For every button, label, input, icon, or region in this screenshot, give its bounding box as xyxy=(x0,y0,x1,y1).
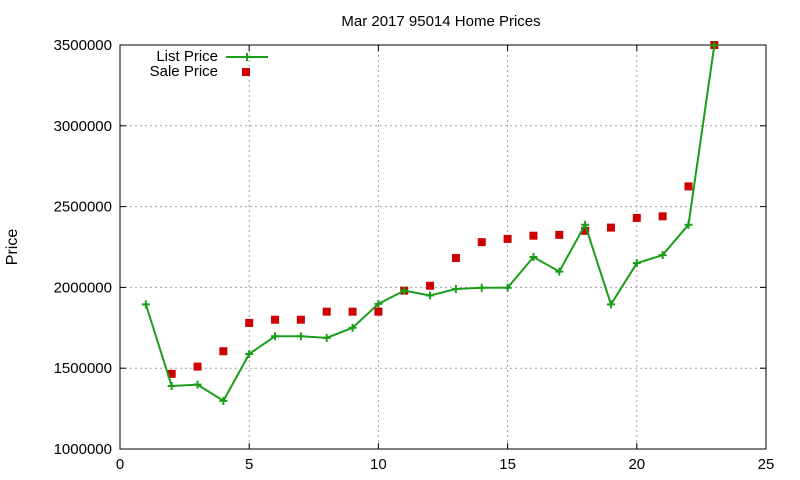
list-price-point xyxy=(400,286,409,295)
list-price-point xyxy=(529,253,538,262)
x-tick-label: 25 xyxy=(758,456,775,473)
legend-label-sale-price: Sale Price xyxy=(150,63,218,80)
grid xyxy=(120,45,766,449)
legend: List Price Sale Price xyxy=(150,48,268,80)
sale-price-point xyxy=(581,226,590,235)
legend-label-list-price: List Price xyxy=(156,48,218,65)
sale-price-point xyxy=(271,315,280,324)
sale-price-point xyxy=(167,369,176,378)
sale-price-point xyxy=(374,307,383,316)
list-price-point xyxy=(477,283,486,292)
sale-price-point xyxy=(658,212,667,221)
sale-price-point xyxy=(219,347,228,356)
sale-price-point xyxy=(245,318,254,327)
legend-plus-glyph xyxy=(243,53,251,61)
sale-price-point xyxy=(555,230,564,239)
x-tick-label: 15 xyxy=(499,456,516,473)
sale-price-point xyxy=(684,182,693,191)
list-price-point xyxy=(141,300,150,309)
sale-price-point xyxy=(606,223,615,232)
x-tick-label: 5 xyxy=(245,456,253,473)
list-price-point xyxy=(219,396,228,405)
y-tick-label: 3000000 xyxy=(54,118,112,135)
plot-frame xyxy=(119,44,767,450)
legend-marker-list-price xyxy=(243,53,251,61)
sale-price-point xyxy=(296,315,305,324)
list-price-point xyxy=(710,41,719,50)
list-price-point xyxy=(581,220,590,229)
y-tick-label: 2500000 xyxy=(54,199,112,216)
list-price-point xyxy=(606,300,615,309)
list-price-point xyxy=(426,291,435,300)
sale-price-point xyxy=(632,213,641,222)
sale-price-point xyxy=(348,307,357,316)
list-price-point xyxy=(684,220,693,229)
x-tick-label: 10 xyxy=(370,456,387,473)
y-axis-label: Price xyxy=(4,229,21,266)
list-price-point xyxy=(632,259,641,268)
list-price-point xyxy=(555,267,564,276)
y-tick-label: 1500000 xyxy=(54,360,112,377)
x-tick-label: 20 xyxy=(628,456,645,473)
y-tick-label: 2000000 xyxy=(54,279,112,296)
list-price-point xyxy=(451,285,460,294)
sale-price-point xyxy=(426,281,435,290)
sale-price-point xyxy=(193,362,202,371)
list-price-point xyxy=(322,333,331,342)
list-price-point xyxy=(348,323,357,332)
sale-price-point xyxy=(503,234,512,243)
list-price-point xyxy=(167,381,176,390)
list-price-point xyxy=(245,349,254,358)
y-tick-label: 3500000 xyxy=(54,37,112,54)
list-price-point xyxy=(193,380,202,389)
tick-labels: 0 5 10 15 20 25 1000000 1500000 2000000 2500000 30… xyxy=(54,37,775,473)
legend-marker-sale-price xyxy=(242,68,250,76)
list-price-line xyxy=(144,45,716,403)
sale-price-point xyxy=(322,307,331,316)
list-price-point xyxy=(374,299,383,308)
list-price-point xyxy=(296,332,305,341)
list-price-point xyxy=(503,283,512,292)
sale-price-point xyxy=(529,231,538,240)
x-tick-label: 0 xyxy=(116,456,124,473)
list-price-point xyxy=(658,251,667,260)
chart-title: Mar 2017 95014 Home Prices xyxy=(341,13,540,30)
sale-price-point xyxy=(477,238,486,247)
series xyxy=(141,41,719,405)
sale-price-point xyxy=(451,253,460,262)
list-price-point xyxy=(271,332,280,341)
y-tick-label: 1000000 xyxy=(54,441,112,458)
